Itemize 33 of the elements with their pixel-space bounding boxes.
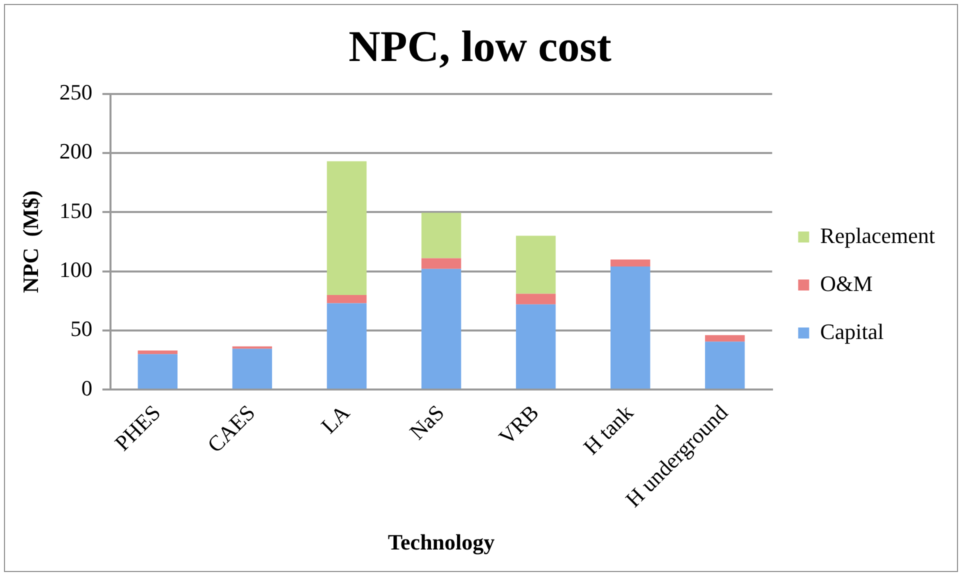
y-tick-label: 100 [59, 257, 92, 282]
y-axis-title: NPC (M$) [18, 190, 43, 294]
bar [232, 346, 272, 349]
bar [421, 258, 462, 269]
legend-label: O&M [820, 270, 873, 296]
bar [138, 350, 178, 354]
y-tick-label: 0 [81, 375, 92, 400]
y-tick-label: 50 [70, 316, 92, 342]
chart-title: NPC, low cost [348, 22, 612, 71]
bar [705, 342, 745, 389]
bar [516, 294, 556, 304]
bar [610, 259, 650, 267]
bar [138, 354, 178, 389]
bar [326, 161, 367, 295]
bar [326, 303, 367, 389]
x-tick-label: NaS [404, 400, 449, 444]
bar [610, 266, 650, 389]
bar [421, 268, 462, 389]
bar [326, 294, 367, 304]
bar [516, 304, 556, 389]
x-axis-title: Technology [388, 529, 495, 554]
x-tick-label: VRB [494, 400, 544, 450]
bar [232, 348, 272, 389]
bar [421, 212, 462, 258]
bar [705, 335, 745, 342]
y-tick-label: 150 [59, 198, 92, 223]
y-tick-label: 250 [59, 80, 92, 105]
legend-label: Replacement [820, 222, 936, 248]
x-tick-label: H tank [578, 400, 638, 460]
legend-label: Capital [820, 318, 884, 344]
x-tick-label: LA [316, 400, 354, 438]
y-tick-label: 200 [59, 138, 92, 164]
bar [516, 236, 556, 294]
